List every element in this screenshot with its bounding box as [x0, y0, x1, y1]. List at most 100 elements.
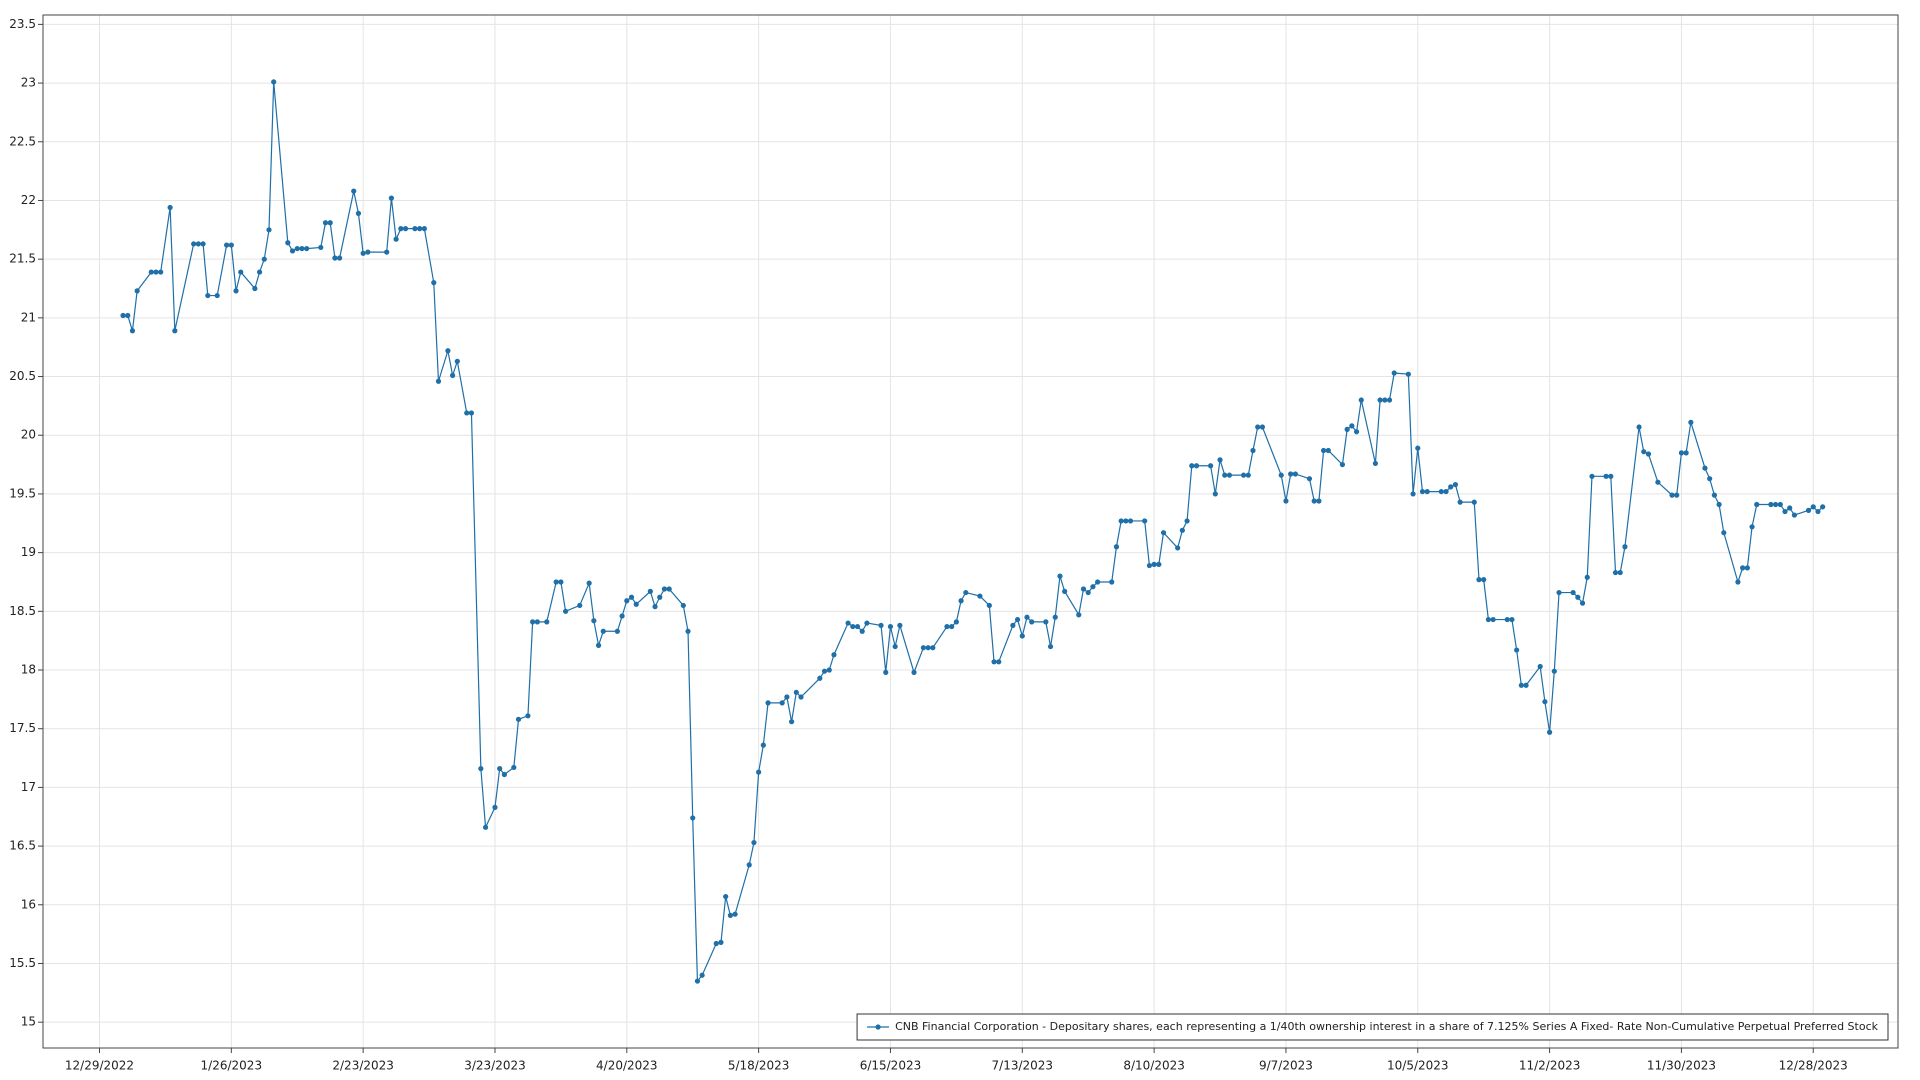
data-point: [577, 602, 583, 609]
data-point: [1645, 451, 1652, 457]
y-tick-label: 20: [21, 428, 36, 442]
data-point: [153, 269, 159, 275]
data-point: [1551, 668, 1557, 674]
data-point: [501, 771, 507, 778]
data-point: [1471, 499, 1477, 505]
data-point: [798, 694, 804, 700]
data-point: [1711, 492, 1717, 498]
data-point: [1292, 471, 1298, 477]
data-point: [1485, 616, 1491, 623]
x-tick-label: 10/5/2023: [1387, 1059, 1449, 1073]
data-point: [1721, 530, 1727, 536]
data-point: [920, 645, 927, 651]
data-point: [238, 269, 244, 275]
data-point: [252, 285, 258, 292]
data-point: [1226, 472, 1233, 478]
data-point: [1457, 499, 1463, 505]
data-point: [633, 601, 639, 607]
data-point: [1175, 545, 1181, 551]
data-point: [850, 623, 856, 630]
data-point: [1608, 473, 1614, 479]
data-point: [1815, 508, 1821, 515]
data-point: [718, 939, 724, 945]
data-point: [478, 766, 484, 772]
data-point: [125, 312, 131, 319]
data-point: [1193, 463, 1200, 469]
data-point: [365, 249, 371, 255]
data-point: [515, 716, 522, 722]
data-point: [1212, 491, 1218, 497]
data-point: [1090, 584, 1096, 590]
data-point: [1189, 463, 1195, 469]
data-point: [299, 245, 305, 252]
x-tick-label: 11/30/2023: [1647, 1059, 1716, 1073]
data-point: [1410, 491, 1416, 497]
data-point: [454, 358, 460, 364]
data-point: [1678, 450, 1685, 456]
data-point: [544, 619, 550, 625]
data-point: [1349, 423, 1355, 429]
data-point: [266, 227, 272, 233]
data-point: [1245, 472, 1251, 478]
data-point: [1514, 647, 1520, 653]
data-point: [619, 613, 625, 619]
y-tick-label: 23: [21, 76, 36, 90]
data-point: [1452, 481, 1459, 488]
data-point: [661, 586, 668, 592]
data-point: [1222, 472, 1228, 478]
data-point: [1109, 579, 1115, 585]
data-point: [1146, 562, 1153, 569]
data-point: [859, 628, 865, 634]
data-point: [129, 328, 136, 334]
data-point: [1057, 573, 1063, 579]
data-point: [261, 256, 267, 262]
data-point: [1353, 429, 1360, 435]
data-point: [322, 220, 329, 226]
data-point: [289, 248, 296, 254]
data-point: [1372, 460, 1378, 467]
data-point: [699, 972, 705, 978]
x-tick-label: 4/20/2023: [596, 1059, 658, 1073]
data-point: [1542, 699, 1548, 705]
data-point: [628, 594, 635, 600]
data-point: [134, 288, 140, 294]
y-tick-label: 21: [21, 310, 36, 324]
data-point: [1754, 501, 1760, 508]
y-tick-label: 16.5: [9, 839, 36, 853]
data-point: [1288, 471, 1294, 477]
data-point: [511, 764, 517, 771]
data-point: [1820, 504, 1826, 510]
data-point: [1674, 492, 1680, 498]
data-point: [591, 618, 597, 624]
data-point: [1655, 479, 1661, 485]
data-point: [826, 667, 832, 673]
data-point: [1805, 507, 1812, 513]
data-point: [1579, 600, 1586, 606]
data-point: [1570, 589, 1576, 596]
data-point: [332, 255, 338, 261]
data-point: [1024, 614, 1030, 620]
data-point: [685, 628, 691, 634]
data-point: [723, 893, 729, 900]
y-tick-label: 16: [21, 897, 36, 911]
data-point: [1415, 445, 1421, 451]
data-point: [304, 245, 310, 252]
data-point: [1438, 488, 1444, 495]
data-point: [195, 241, 201, 247]
data-point: [878, 622, 884, 629]
data-point: [1311, 498, 1317, 504]
data-point: [525, 713, 531, 719]
data-point: [1250, 447, 1256, 454]
data-point: [1217, 457, 1223, 463]
x-tick-label: 6/15/2023: [860, 1059, 922, 1073]
data-point: [421, 226, 427, 232]
data-point: [191, 241, 197, 247]
data-point: [949, 623, 955, 630]
data-point: [911, 669, 917, 675]
data-point: [1019, 633, 1025, 639]
y-tick-label: 21.5: [9, 252, 36, 266]
y-tick-label: 18: [21, 663, 36, 677]
data-point: [817, 675, 823, 681]
y-tick-label: 19: [21, 545, 36, 559]
